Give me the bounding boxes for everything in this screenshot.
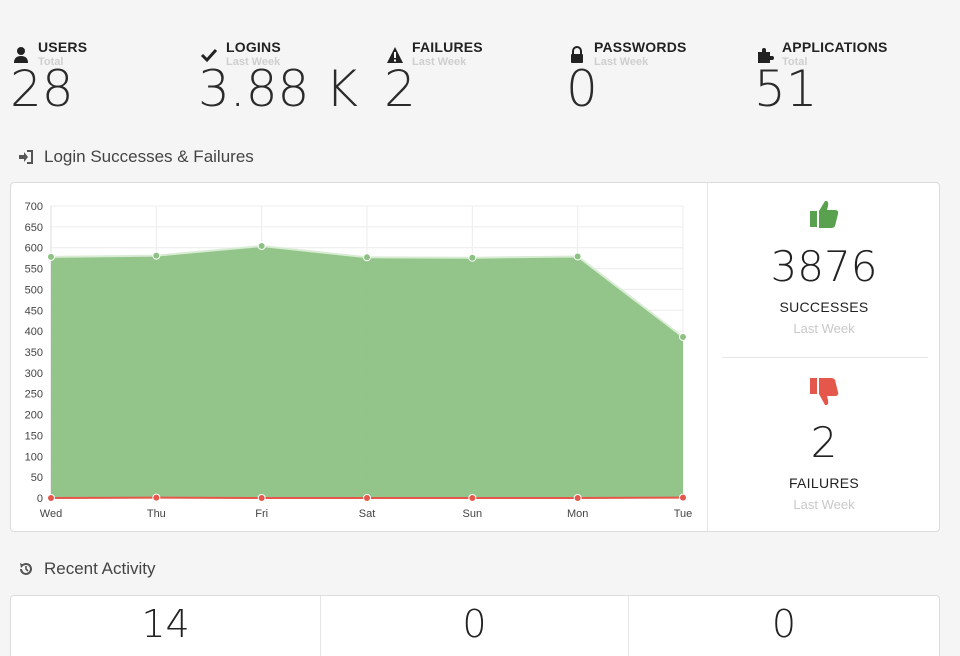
login-chart-panel: 0 50 100 150 200 250 300 350 400 450 500 550 600 650 7… bbox=[10, 182, 940, 532]
stat-value: 2 bbox=[384, 64, 483, 114]
y-tick-label: 650 bbox=[25, 222, 43, 234]
failure-point bbox=[48, 495, 55, 502]
thumbs-down-icon bbox=[806, 373, 842, 409]
failures-value: 2 bbox=[708, 419, 940, 467]
activity-value-1: 14 bbox=[11, 604, 320, 644]
failures-sub: Last Week bbox=[708, 497, 940, 512]
successes-label: SUCCESSES bbox=[708, 299, 940, 315]
x-tick-label: Mon bbox=[567, 508, 588, 520]
stat-value: 51 bbox=[754, 64, 888, 114]
login-section-label: Login Successes & Failures bbox=[44, 147, 254, 167]
activity-section-label: Recent Activity bbox=[44, 559, 156, 579]
y-tick-label: 600 bbox=[25, 243, 43, 255]
failures-box: 2 FAILURES Last Week bbox=[708, 373, 940, 512]
failures-label: FAILURES bbox=[708, 475, 940, 491]
login-section-title: Login Successes & Failures bbox=[18, 147, 254, 167]
stat-value: 0 bbox=[566, 64, 687, 114]
x-tick-label: Sun bbox=[463, 508, 483, 520]
y-tick-label: 450 bbox=[25, 305, 43, 317]
failure-point bbox=[680, 494, 687, 501]
stat-sublabel: Last Week bbox=[412, 56, 483, 68]
stat-value: 28 bbox=[10, 64, 87, 114]
y-tick-label: 250 bbox=[25, 389, 43, 401]
stat-label: LOGINS bbox=[226, 38, 281, 56]
failure-point bbox=[364, 495, 371, 502]
y-tick-label: 100 bbox=[25, 451, 43, 463]
x-tick-label: Wed bbox=[40, 508, 62, 520]
activity-col-3: 0 bbox=[629, 596, 939, 656]
activity-panel: 14 0 0 bbox=[10, 595, 940, 656]
y-tick-label: 0 bbox=[37, 493, 43, 505]
x-tick-label: Tue bbox=[674, 508, 693, 520]
y-tick-label: 200 bbox=[25, 410, 43, 422]
stat-label: FAILURES bbox=[412, 38, 483, 56]
success-point bbox=[258, 243, 265, 250]
summary-sidebar: 3876 SUCCESSES Last Week 2 FAILURES Last… bbox=[707, 183, 940, 531]
success-point bbox=[153, 252, 160, 259]
failure-point bbox=[469, 495, 476, 502]
success-point bbox=[48, 253, 55, 260]
activity-section-title: Recent Activity bbox=[18, 559, 156, 579]
stat-value: 3.88 K bbox=[198, 64, 358, 114]
success-point bbox=[574, 253, 581, 260]
success-point bbox=[680, 333, 687, 340]
y-tick-label: 150 bbox=[25, 430, 43, 442]
y-tick-label: 350 bbox=[25, 347, 43, 359]
y-tick-label: 500 bbox=[25, 284, 43, 296]
failure-point bbox=[258, 495, 265, 502]
successes-value: 3876 bbox=[708, 243, 940, 291]
successes-sub: Last Week bbox=[708, 321, 940, 336]
success-area bbox=[51, 246, 683, 498]
x-tick-label: Sat bbox=[359, 508, 376, 520]
stat-label: USERS bbox=[38, 38, 87, 56]
activity-col-2: 0 bbox=[321, 596, 628, 656]
stat-label: PASSWORDS bbox=[594, 38, 687, 56]
login-chart: 0 50 100 150 200 250 300 350 400 450 500 550 600 650 7… bbox=[11, 183, 707, 531]
failure-point bbox=[574, 495, 581, 502]
y-tick-label: 50 bbox=[31, 472, 43, 484]
stat-label: APPLICATIONS bbox=[782, 38, 888, 56]
activity-value-3: 0 bbox=[629, 604, 939, 644]
activity-col-1: 14 bbox=[11, 596, 320, 656]
success-point bbox=[364, 254, 371, 261]
y-tick-label: 400 bbox=[25, 326, 43, 338]
failure-point bbox=[153, 494, 160, 501]
thumbs-up-icon bbox=[806, 197, 842, 233]
y-tick-label: 700 bbox=[25, 201, 43, 213]
stat-sublabel: Last Week bbox=[594, 56, 687, 68]
activity-value-2: 0 bbox=[321, 604, 628, 644]
x-tick-label: Thu bbox=[147, 508, 166, 520]
y-tick-label: 300 bbox=[25, 368, 43, 380]
x-tick-label: Fri bbox=[255, 508, 268, 520]
y-tick-label: 550 bbox=[25, 264, 43, 276]
success-point bbox=[469, 254, 476, 261]
successes-box: 3876 SUCCESSES Last Week bbox=[708, 197, 940, 336]
history-icon bbox=[18, 561, 34, 577]
sidebar-divider bbox=[722, 357, 928, 358]
sign-in-icon bbox=[18, 149, 34, 165]
